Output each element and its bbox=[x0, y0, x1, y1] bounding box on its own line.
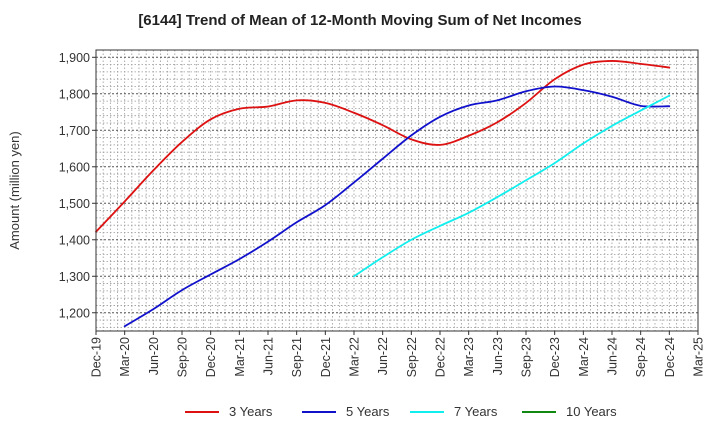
x-tick-labels: Dec-19 Mar-20 Jun-20 Sep-20 Dec-20 Mar-21 Jun-… bbox=[90, 331, 706, 377]
legend-label: 3 Years bbox=[229, 404, 273, 419]
legend-item-3-years: 3 Years bbox=[185, 404, 272, 419]
x-tick-label: Jun-22 bbox=[376, 337, 390, 375]
y-tick-label: 1,400 bbox=[59, 233, 90, 247]
x-tick-label: Sep-21 bbox=[290, 337, 304, 377]
grid bbox=[96, 50, 698, 331]
x-tick-label: Mar-21 bbox=[233, 337, 247, 377]
x-tick-label: Dec-23 bbox=[548, 337, 562, 377]
x-tick-label: Mar-22 bbox=[348, 337, 362, 377]
legend-item-10-years: 10 Years bbox=[522, 404, 617, 419]
x-tick-label: Dec-21 bbox=[319, 337, 333, 377]
x-tick-label: Jun-21 bbox=[262, 337, 276, 375]
legend-item-5-years: 5 Years bbox=[302, 404, 389, 419]
y-tick-label: 1,700 bbox=[59, 124, 90, 138]
x-tick-label: Mar-20 bbox=[118, 337, 132, 377]
legend-swatch bbox=[302, 410, 336, 413]
x-tick-label: Jun-23 bbox=[491, 337, 505, 375]
legend-item-7-years: 7 Years bbox=[410, 404, 497, 419]
x-tick-label: Dec-22 bbox=[434, 337, 448, 377]
x-tick-label: Dec-20 bbox=[204, 337, 218, 377]
x-tick-label: Mar-24 bbox=[577, 337, 591, 377]
y-tick-label: 1,200 bbox=[59, 306, 90, 320]
y-tick-label: 1,300 bbox=[59, 270, 90, 284]
series-line-7-years bbox=[353, 94, 671, 278]
x-tick-label: Mar-25 bbox=[692, 337, 706, 377]
x-tick-label: Jun-24 bbox=[606, 337, 620, 375]
legend-label: 7 Years bbox=[454, 404, 498, 419]
x-tick-label: Mar-23 bbox=[462, 337, 476, 377]
legend-swatch bbox=[522, 410, 556, 413]
legend: 3 Years 5 Years 7 Years 10 Years bbox=[0, 404, 720, 426]
series-line-5-years bbox=[123, 85, 671, 328]
legend-label: 5 Years bbox=[346, 404, 390, 419]
x-tick-label: Sep-20 bbox=[176, 337, 190, 377]
legend-label: 10 Years bbox=[566, 404, 617, 419]
x-tick-label: Sep-22 bbox=[405, 337, 419, 377]
x-tick-label: Dec-19 bbox=[90, 337, 104, 377]
y-tick-labels: 1,200 1,300 1,400 1,500 1,600 1,700 1,800 1,900 bbox=[59, 51, 96, 320]
y-tick-label: 1,800 bbox=[59, 87, 90, 101]
plot-frame bbox=[95, 49, 699, 332]
legend-swatch bbox=[410, 410, 444, 413]
y-tick-label: 1,500 bbox=[59, 197, 90, 211]
chart-title: [6144] Trend of Mean of 12-Month Moving … bbox=[138, 12, 582, 29]
y-tick-label: 1,600 bbox=[59, 160, 90, 174]
series-line-3-years bbox=[95, 60, 671, 233]
x-tick-label: Sep-24 bbox=[634, 337, 648, 377]
legend-swatch bbox=[185, 410, 219, 413]
series-lines bbox=[95, 60, 671, 328]
y-tick-label: 1,900 bbox=[59, 51, 90, 65]
x-tick-label: Sep-23 bbox=[520, 337, 534, 377]
x-tick-label: Jun-20 bbox=[147, 337, 161, 375]
x-tick-label: Dec-24 bbox=[663, 337, 677, 377]
